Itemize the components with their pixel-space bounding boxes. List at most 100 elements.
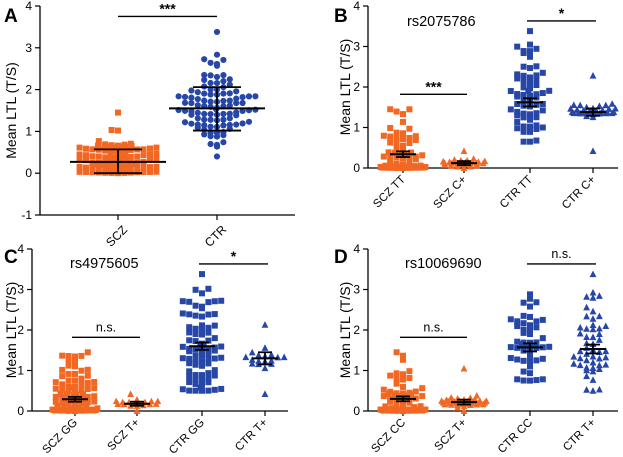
data-point (201, 71, 208, 79)
data-point (520, 91, 527, 98)
panel-title: rs2075786 (407, 14, 476, 30)
x-tick-label: SCZ GG (40, 417, 80, 457)
data-point (520, 78, 527, 85)
data-point (127, 153, 134, 160)
y-tick-label: 3 (353, 283, 360, 297)
data-point (400, 371, 406, 378)
data-point (412, 388, 419, 395)
data-point (533, 45, 540, 52)
data-point (527, 363, 533, 370)
data-point (527, 80, 533, 87)
data-point (179, 310, 186, 317)
data-point (393, 135, 400, 142)
y-tick-label: -1 (21, 208, 32, 222)
data-point (583, 364, 590, 371)
data-point (589, 288, 597, 296)
data-point (589, 358, 597, 366)
data-point (255, 357, 262, 365)
data-point (201, 97, 208, 104)
data-point (514, 108, 521, 115)
data-point (140, 169, 147, 176)
data-point (400, 118, 406, 125)
data-point (261, 364, 269, 372)
data-point (186, 298, 193, 305)
data-point (387, 139, 394, 146)
data-point (52, 379, 59, 386)
data-point (199, 313, 205, 320)
data-point (220, 56, 227, 64)
data-point (400, 161, 406, 168)
data-point (213, 28, 221, 36)
data-point (88, 406, 94, 413)
data-point (419, 152, 426, 159)
data-point (252, 93, 259, 100)
data-point (406, 374, 413, 381)
data-point (220, 97, 227, 105)
data-point (514, 112, 521, 119)
data-point (527, 111, 533, 118)
data-point (507, 106, 514, 113)
data-point (211, 311, 218, 318)
data-point (213, 79, 221, 87)
data-point (583, 333, 590, 341)
data-point (533, 125, 540, 132)
data-point (387, 158, 394, 165)
data-point (218, 297, 225, 304)
data-point (59, 387, 66, 394)
data-point (514, 318, 521, 325)
data-point (207, 59, 214, 66)
data-point (64, 391, 70, 398)
y-tick-label: 1 (17, 364, 24, 378)
data-point (602, 347, 610, 355)
data-point (589, 315, 597, 322)
data-point (527, 303, 533, 310)
data-point (604, 108, 611, 116)
data-point (608, 100, 616, 107)
data-point (422, 164, 429, 171)
data-point (147, 145, 153, 152)
data-point (533, 72, 540, 79)
data-point (533, 137, 540, 144)
data-point (205, 370, 212, 377)
data-point (589, 352, 597, 360)
data-point (121, 160, 128, 167)
data-point (533, 324, 540, 331)
data-point (400, 376, 406, 383)
data-point (226, 97, 233, 104)
data-point (76, 404, 83, 411)
data-point (84, 349, 91, 356)
data-point (95, 153, 102, 160)
data-point (188, 87, 195, 94)
data-point (115, 142, 121, 149)
data-point (520, 299, 527, 306)
data-point (589, 307, 597, 315)
data-point (226, 102, 233, 109)
data-point (186, 345, 193, 352)
data-point (533, 76, 540, 83)
data-point (59, 399, 66, 406)
data-point (387, 388, 394, 395)
data-point (233, 99, 240, 107)
data-point (192, 352, 199, 359)
data-point (121, 166, 128, 173)
data-point (539, 124, 546, 131)
data-point (527, 358, 533, 365)
data-point (400, 383, 406, 390)
data-point (520, 326, 527, 333)
data-point (84, 386, 91, 393)
data-point (520, 368, 527, 375)
data-point (514, 356, 521, 363)
data-point (199, 322, 205, 329)
data-point (213, 60, 221, 68)
data-point (527, 295, 533, 302)
data-point (400, 155, 406, 162)
data-point (589, 376, 597, 383)
data-point (102, 147, 109, 154)
data-point (211, 386, 218, 393)
data-point (245, 118, 253, 125)
data-point (539, 316, 546, 323)
y-tick-label: 4 (353, 242, 360, 256)
data-point (589, 333, 597, 341)
data-point (419, 393, 426, 400)
